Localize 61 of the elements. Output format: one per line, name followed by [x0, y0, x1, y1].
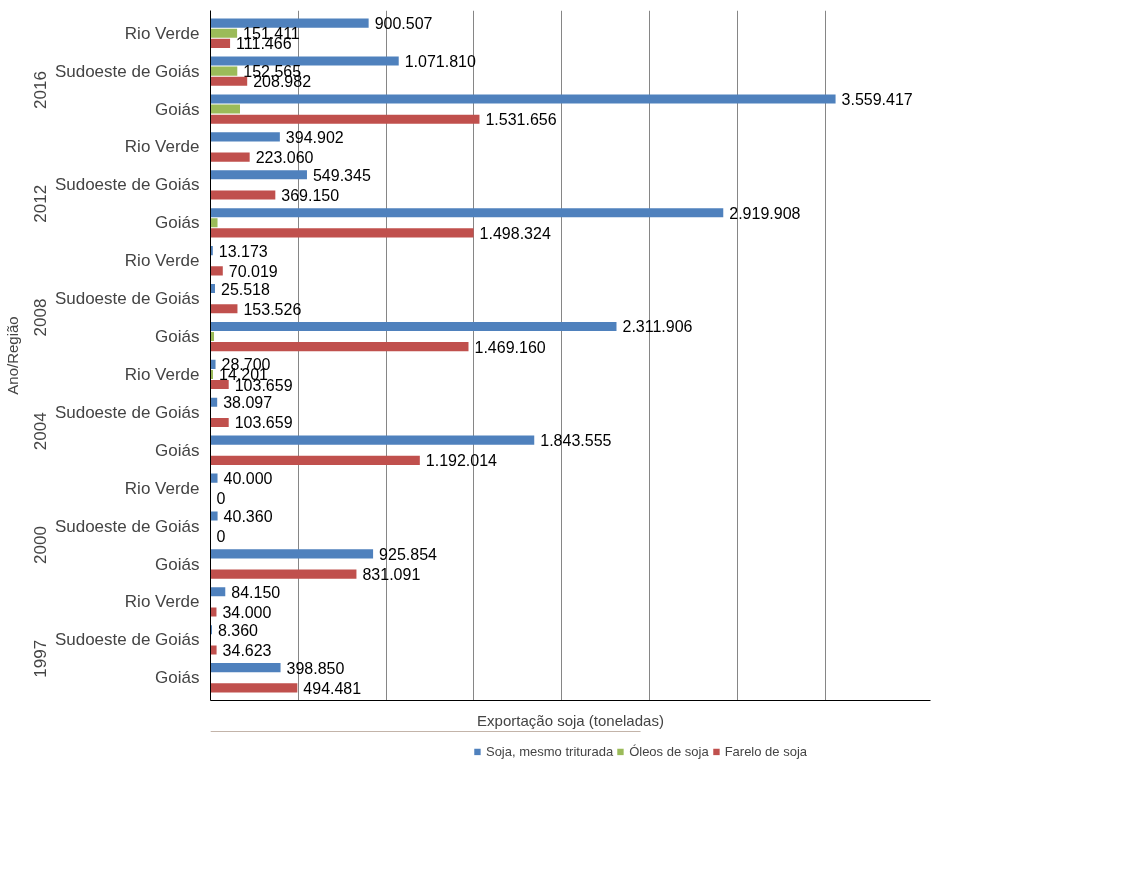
- y-tick-label: Rio Verde: [124, 592, 200, 612]
- data-label: 394.902: [285, 128, 344, 146]
- text: 2008: [31, 298, 51, 337]
- data-label: 153.526: [243, 300, 302, 318]
- y-tick-label: Rio Verde: [124, 478, 200, 498]
- y-tick-label: Rio Verde: [124, 364, 200, 384]
- y-tick-label: Rio Verde: [124, 137, 200, 157]
- x-axis-title: Exportação soja (toneladas): [477, 711, 664, 729]
- data-label: 223.060: [255, 149, 314, 167]
- text: 2012: [31, 184, 51, 223]
- data-label: 549.345: [312, 166, 371, 184]
- data-label: 2.919.908: [729, 204, 801, 222]
- data-label: 0: [216, 528, 226, 546]
- data-label: 3.559.417: [841, 90, 913, 108]
- y-tick-label: Goiás: [155, 327, 200, 347]
- data-label: 38.097: [223, 394, 273, 412]
- data-label: 1.498.324: [479, 224, 551, 242]
- data-label: 398.850: [286, 659, 345, 677]
- legend-label: Soja, mesmo triturada: [485, 743, 614, 759]
- y-tick-label: Goiás: [155, 213, 200, 233]
- data-label: 8.360: [217, 621, 259, 639]
- text: 2004: [31, 412, 51, 451]
- data-label: 40.000: [223, 470, 273, 488]
- y-tick-label: Sudoeste de Goiás: [54, 61, 200, 81]
- y-tick-label: Rio Verde: [124, 23, 200, 43]
- data-label: 1.071.810: [404, 53, 476, 71]
- data-label: 34.623: [222, 641, 272, 659]
- y-tick-label: Goiás: [155, 99, 200, 119]
- data-label: 40.360: [223, 507, 273, 525]
- data-label: 1.843.555: [540, 432, 612, 450]
- data-label: 0: [216, 490, 226, 508]
- text: 2016: [31, 71, 51, 109]
- data-label: 1.192.014: [425, 452, 498, 470]
- data-label: 13.173: [218, 242, 268, 260]
- y-tick-label: Goiás: [155, 554, 200, 574]
- y-tick-label: Sudoeste de Goiás: [54, 289, 200, 309]
- data-label: 925.854: [379, 545, 438, 563]
- text: 1997: [31, 639, 51, 678]
- legend-label: Farelo de soja: [724, 743, 808, 759]
- y-tick-label: Sudoeste de Goiás: [54, 175, 200, 195]
- data-label: 70.019: [228, 262, 278, 280]
- y-tick-label: Goiás: [155, 440, 200, 460]
- data-label: 369.150: [281, 187, 340, 205]
- y-tick-label: Sudoeste de Goiás: [54, 516, 200, 536]
- y-tick-label: Sudoeste de Goiás: [54, 402, 200, 422]
- y-tick-label: Rio Verde: [124, 251, 200, 271]
- data-label: 831.091: [362, 566, 421, 584]
- y-tick-label: Goiás: [155, 668, 200, 688]
- data-label: 25.518: [220, 280, 271, 298]
- data-label: 2.311.906: [622, 318, 693, 336]
- data-label: 900.507: [374, 15, 433, 33]
- data-label: 84.150: [231, 583, 281, 601]
- data-label: 103.659: [234, 414, 293, 432]
- legend-label: Óleos de soja: [629, 743, 709, 759]
- text: 2000: [31, 526, 51, 564]
- data-label: 34.000: [222, 604, 272, 622]
- data-label: 1.531.656: [485, 111, 557, 129]
- y-axis-title: Ano/Região: [3, 316, 21, 395]
- data-label: 1.469.160: [474, 338, 546, 356]
- y-tick-label: Sudoeste de Goiás: [54, 630, 200, 650]
- data-label: 494.481: [303, 679, 362, 697]
